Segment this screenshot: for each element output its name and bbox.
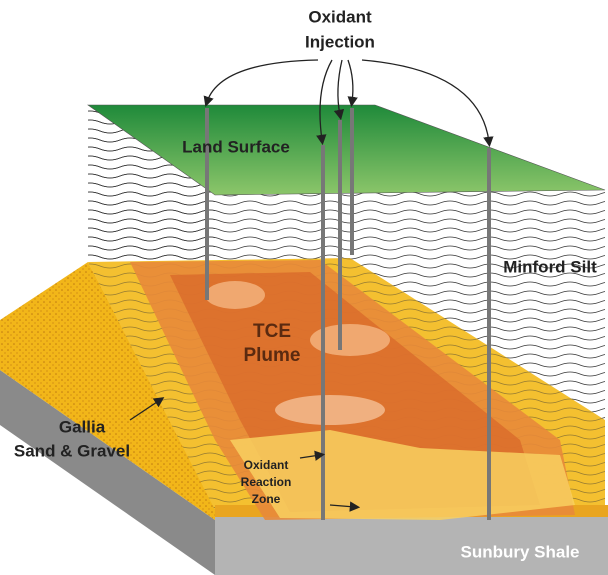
label: Sand & Gravel [14, 441, 130, 460]
sand-left [0, 262, 215, 520]
label: Oxidant [308, 7, 372, 26]
land-surface [87, 104, 606, 196]
label: Sunbury Shale [460, 542, 579, 561]
label: Plume [243, 345, 300, 366]
label: Injection [305, 32, 375, 51]
label: Oxidant [244, 458, 289, 472]
label: Gallia [59, 417, 106, 436]
plume-patch [310, 324, 390, 356]
arrow [361, 59, 494, 148]
injection-arrows [129, 59, 494, 512]
label: Zone [252, 492, 281, 506]
arrow [203, 59, 319, 107]
arrow [347, 59, 358, 108]
shale-left [0, 370, 215, 575]
label: Minford Silt [503, 257, 597, 276]
arrow [299, 450, 326, 461]
plume-patch [205, 281, 265, 309]
arrow [316, 59, 333, 146]
plume-patch [275, 395, 385, 425]
label: Land Surface [182, 137, 290, 156]
label: Reaction [241, 475, 292, 489]
arrow [129, 397, 165, 421]
shale-front [215, 515, 608, 575]
arrow [329, 501, 361, 512]
label: TCE [253, 321, 291, 342]
arrow [333, 59, 345, 121]
wells [205, 108, 491, 520]
